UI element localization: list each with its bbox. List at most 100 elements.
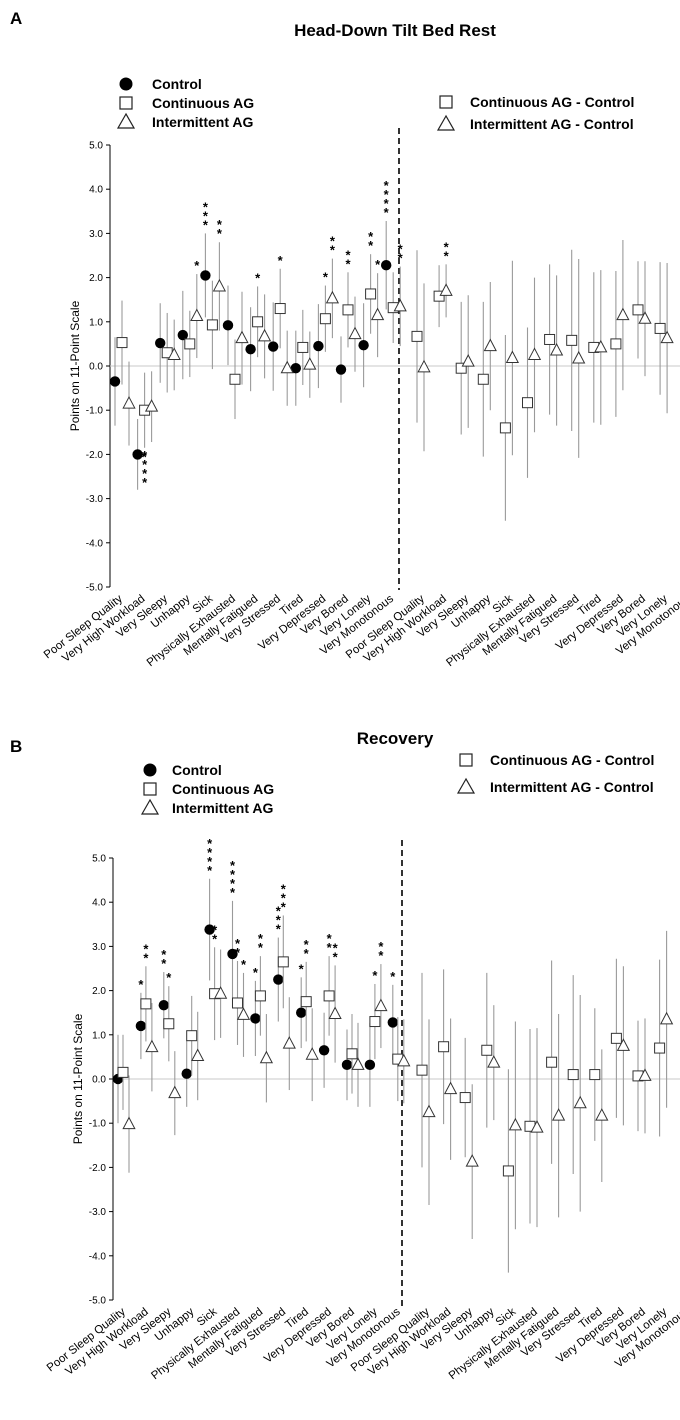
data-point — [116, 337, 128, 349]
data-point — [346, 1048, 358, 1060]
star-glyph: * — [327, 940, 333, 955]
series-left-continuous-ag — [116, 254, 399, 448]
data-point — [167, 347, 181, 360]
data-point — [229, 373, 241, 385]
data-point — [254, 990, 266, 1002]
data-point — [177, 329, 188, 341]
data-point — [566, 334, 578, 346]
data-point — [572, 350, 586, 364]
data-point — [595, 1108, 609, 1121]
data-point — [122, 1116, 136, 1130]
star-glyph: * — [235, 936, 241, 951]
y-tick-label: 1.0 — [89, 317, 103, 328]
star-glyph: * — [345, 256, 351, 271]
star-glyph: * — [142, 448, 148, 463]
data-point — [393, 298, 407, 312]
data-point — [549, 342, 564, 356]
series-right-continuous-ag-control — [416, 958, 666, 1273]
data-point — [190, 308, 204, 322]
data-point — [348, 326, 362, 340]
significance-stars-left: * * * * — [142, 448, 148, 490]
legend-label: Continuous AG - Control — [470, 94, 634, 110]
y-tick-label: 0.0 — [89, 362, 103, 373]
star-glyph: * — [138, 977, 144, 992]
data-point — [232, 997, 243, 1009]
data-point — [222, 320, 234, 331]
data-point — [290, 363, 301, 374]
star-glyph: * — [253, 965, 259, 980]
data-point — [305, 1047, 319, 1060]
y-tick-label: -1.0 — [89, 1119, 107, 1130]
data-point — [313, 340, 324, 352]
significance-stars-left: * — [372, 968, 378, 983]
data-point — [325, 290, 340, 304]
data-point — [250, 1013, 261, 1024]
data-point — [280, 360, 294, 374]
data-point — [387, 1017, 398, 1028]
y-tick-label: 4.0 — [92, 898, 106, 909]
y-tick-label: 2.0 — [89, 273, 103, 284]
data-point — [358, 340, 369, 351]
panel-title: Recovery — [357, 729, 434, 748]
data-point — [235, 330, 249, 344]
significance-stars-left: * * — [212, 922, 218, 946]
star-glyph: * — [345, 247, 351, 262]
star-glyph: * — [217, 226, 223, 241]
data-point — [411, 330, 423, 342]
star-glyph: * — [299, 961, 305, 976]
data-point — [365, 288, 377, 300]
star-glyph: * — [166, 970, 172, 985]
star-glyph: * — [281, 899, 287, 914]
star-glyph: * — [207, 854, 213, 869]
data-point — [381, 260, 392, 271]
star-glyph: * — [212, 922, 218, 937]
star-glyph: * — [444, 248, 450, 263]
significance-stars-left: * * — [378, 939, 384, 963]
data-point — [527, 347, 542, 360]
legend-item-intermittent-ag-control: Intermittent AG - Control — [436, 114, 634, 132]
y-tick-label: 3.0 — [92, 942, 106, 953]
star-glyph: * — [143, 941, 149, 956]
series-right-intermittent-ag-control — [422, 930, 674, 1240]
star-glyph: * — [323, 270, 329, 285]
significance-stars-left: * * — [258, 931, 264, 955]
data-point — [191, 1048, 205, 1062]
panel-a: A Head-Down Tilt Bed Rest Control Continuou… — [10, 9, 680, 669]
data-point — [282, 1036, 296, 1049]
star-glyph: * — [230, 858, 236, 873]
star-glyph: * — [384, 196, 390, 211]
data-point — [397, 1053, 411, 1067]
data-point — [546, 1056, 558, 1068]
panel-title: Head-Down Tilt Bed Rest — [294, 21, 496, 40]
data-point — [370, 307, 385, 321]
data-point — [163, 1018, 175, 1030]
legend-item-continuous-ag: Continuous AG — [143, 781, 274, 797]
significance-stars-left: * * — [217, 217, 223, 241]
data-point — [551, 1108, 566, 1121]
legend-label: Control — [152, 76, 202, 92]
legend-label: Intermittent AG — [152, 114, 253, 130]
data-point — [433, 290, 445, 302]
significance-stars-left: * * * * — [230, 858, 236, 900]
data-point — [487, 1055, 501, 1068]
y-tick-label: 0.0 — [92, 1075, 106, 1086]
significance-stars-left: * * — [368, 229, 374, 253]
star-glyph: * — [194, 258, 200, 273]
significance-stars-left: * — [138, 977, 144, 992]
data-point — [158, 999, 169, 1011]
data-point — [522, 397, 533, 409]
y-tick-label: 2.0 — [92, 986, 106, 997]
significance-stars-left: * * — [398, 242, 404, 266]
star-glyph: * — [203, 199, 209, 214]
star-glyph: * — [241, 957, 247, 972]
data-point — [335, 364, 347, 375]
y-tick-label: -5.0 — [86, 583, 104, 594]
legend-item-continuous-ag-control: Continuous AG - Control — [439, 94, 634, 110]
star-glyph: * — [212, 931, 218, 946]
y-tick-label: -1.0 — [86, 406, 104, 417]
panel-label: B — [10, 737, 22, 756]
series-left-continuous-ag — [117, 915, 404, 1110]
y-tick-label: -4.0 — [86, 538, 104, 549]
significance-stars-left: * — [194, 258, 200, 273]
legend-item-control: Control — [119, 76, 202, 92]
